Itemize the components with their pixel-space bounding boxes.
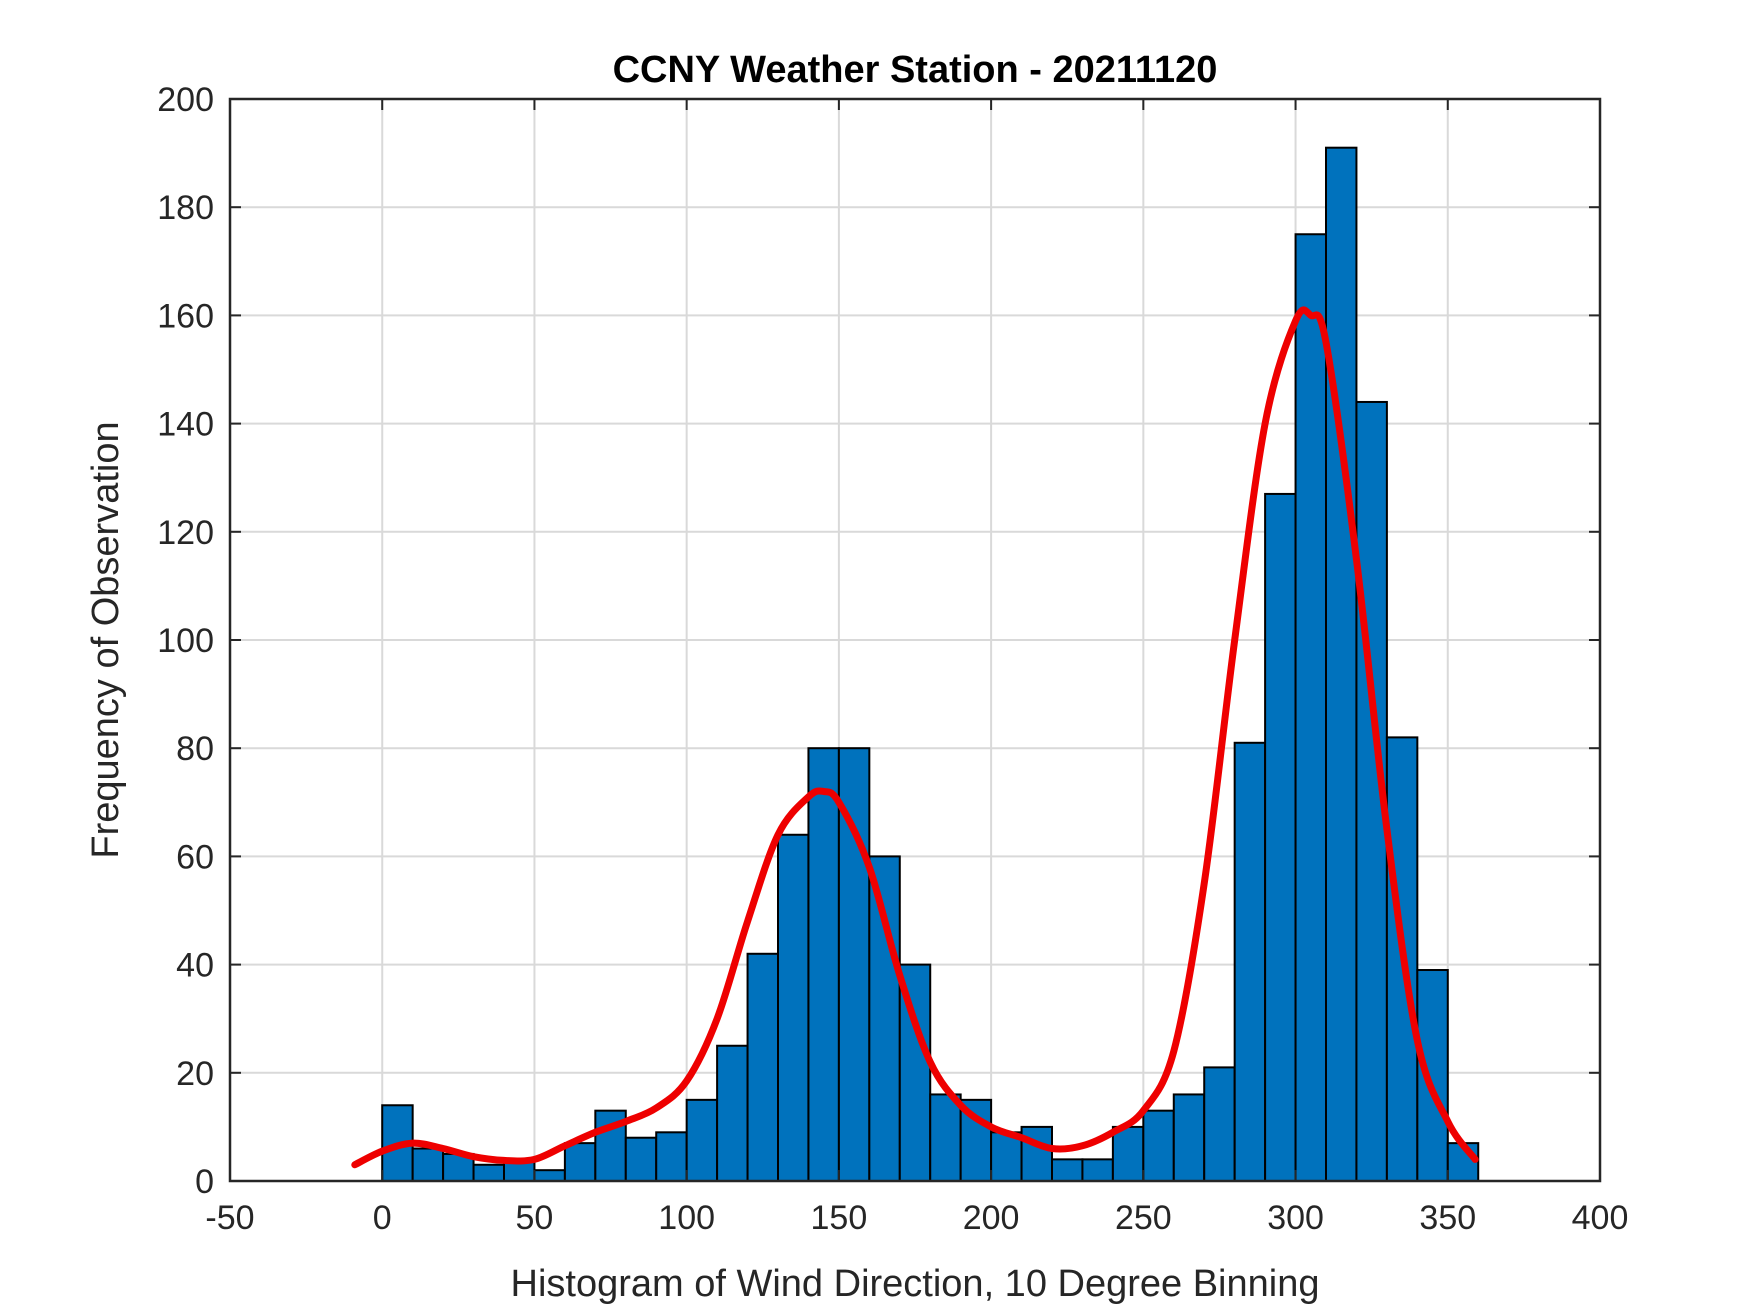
y-tick-label: 100 — [157, 622, 214, 660]
histogram-bar — [716, 1044, 749, 1182]
x-tick-label: 400 — [1572, 1199, 1629, 1237]
x-tick-labels: -50 0 50 100 150 200 250 300 350 400 — [205, 1199, 1628, 1237]
histogram-bar — [1020, 1125, 1053, 1183]
axis-ticks — [229, 98, 1601, 1182]
histogram-bar — [807, 747, 840, 1182]
histogram-bar — [624, 1136, 658, 1182]
y-tick-label: 40 — [176, 947, 214, 985]
x-tick-label: 350 — [1419, 1199, 1476, 1237]
x-tick-label: 300 — [1267, 1199, 1324, 1237]
histogram-bar — [1111, 1125, 1145, 1183]
histogram-bar — [777, 833, 810, 1182]
histogram-bar — [472, 1163, 505, 1183]
y-tick-label: 80 — [176, 730, 214, 768]
y-tick-label: 180 — [157, 189, 214, 227]
histogram-bar — [837, 747, 871, 1182]
histogram-bar — [1142, 1109, 1175, 1183]
y-tick-label: 20 — [176, 1055, 214, 1093]
histogram-bar — [746, 952, 779, 1183]
histogram-bar — [868, 855, 901, 1183]
x-tick-label: 150 — [811, 1199, 868, 1237]
y-tick-label: 140 — [157, 406, 214, 444]
x-tick-label: 100 — [658, 1199, 715, 1237]
histogram-bar — [411, 1147, 445, 1183]
x-tick-label: -50 — [205, 1199, 254, 1237]
x-tick-label: 200 — [963, 1199, 1020, 1237]
histogram-bar — [1325, 146, 1358, 1183]
x-tick-label: 250 — [1115, 1199, 1172, 1237]
y-tick-label: 0 — [195, 1163, 214, 1201]
histogram-bar — [1203, 1066, 1236, 1183]
histogram-bar — [1081, 1158, 1114, 1182]
histogram-bar — [1294, 233, 1327, 1182]
histogram-bar — [929, 1093, 962, 1182]
y-tick-labels: 0 20 40 60 80 100 120 140 160 180 200 — [157, 81, 214, 1201]
fit-curve-layer — [351, 306, 1479, 1169]
y-tick-label: 200 — [157, 81, 214, 119]
x-tick-label: 0 — [373, 1199, 392, 1237]
histogram-bar — [533, 1169, 566, 1183]
histogram-bar — [1172, 1093, 1206, 1182]
x-axis-label: Histogram of Wind Direction, 10 Degree B… — [511, 1263, 1320, 1305]
histogram-bar — [1264, 492, 1297, 1182]
histogram-bar — [1416, 969, 1449, 1183]
histogram-bar — [990, 1131, 1023, 1183]
y-tick-label: 60 — [176, 838, 214, 876]
fit-curve-line — [351, 306, 1479, 1169]
histogram-bar — [563, 1142, 597, 1183]
chart-title: CCNY Weather Station - 20211120 — [613, 49, 1218, 91]
histogram-bar — [1051, 1158, 1084, 1182]
histogram-bar — [685, 1098, 719, 1182]
y-tick-label: 160 — [157, 297, 214, 335]
x-tick-label: 50 — [516, 1199, 554, 1237]
histogram-bar — [898, 963, 932, 1182]
histogram-bar — [1233, 741, 1267, 1182]
y-axis-label: Frequency of Observation — [85, 421, 127, 858]
histogram-bar — [655, 1131, 688, 1183]
y-tick-label: 120 — [157, 514, 214, 552]
histogram-bars — [381, 146, 1480, 1183]
